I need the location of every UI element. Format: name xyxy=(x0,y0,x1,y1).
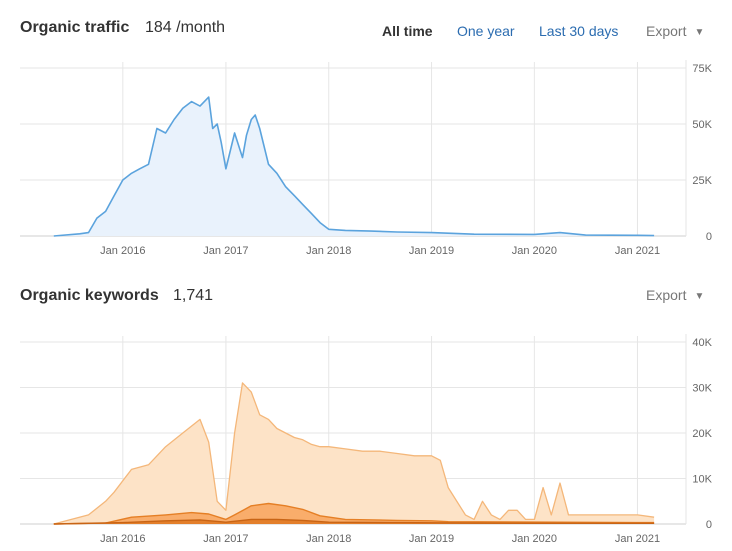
range-all-time[interactable]: All time xyxy=(382,23,433,39)
traffic-y-tick-label: 0 xyxy=(706,231,712,243)
traffic-series-0-line xyxy=(53,96,655,237)
keywords-title: Organic keywords xyxy=(20,287,159,304)
keywords-y-tick-label: 0 xyxy=(706,519,712,531)
traffic-x-tick-label: Jan 2017 xyxy=(203,245,248,257)
keywords-x-tick-label: Jan 2018 xyxy=(306,533,351,545)
traffic-series-0-area xyxy=(53,97,655,236)
keywords-y-tick-label: 40K xyxy=(692,337,712,349)
keywords-x-tick-label: Jan 2019 xyxy=(409,533,454,545)
range-one-year[interactable]: One year xyxy=(457,23,515,39)
keywords-y-tick-label: 20K xyxy=(692,428,712,440)
keywords-header: Organic keywords 1,741 Export ▼ xyxy=(0,282,732,312)
keywords-x-tick-label: Jan 2020 xyxy=(512,533,557,545)
chevron-down-icon: ▼ xyxy=(694,291,705,302)
keywords-export-label: Export xyxy=(646,287,687,303)
traffic-x-tick-label: Jan 2020 xyxy=(512,245,557,257)
traffic-x-tick-label: Jan 2016 xyxy=(100,245,145,257)
keywords-chart: 40K 30K 20K 10K 0 Jan 2016 Jan 2017 Jan 2018 Jan… xyxy=(20,334,713,545)
keywords-x-tick-label: Jan 2017 xyxy=(203,533,248,545)
traffic-title: Organic traffic xyxy=(20,19,130,36)
keywords-export-button[interactable]: Export ▼ xyxy=(646,287,704,303)
keywords-x-tick-label: Jan 2016 xyxy=(100,533,145,545)
traffic-export-button[interactable]: Export ▼ xyxy=(646,23,704,39)
range-last-30-days[interactable]: Last 30 days xyxy=(539,23,619,39)
traffic-export-label: Export xyxy=(646,23,687,39)
traffic-chart: 75K 50K 25K 0 Jan 2016 Jan 2017 Jan 2018 Jan 20… xyxy=(20,60,713,257)
traffic-y-tick-label: 50K xyxy=(692,119,712,131)
keywords-x-tick-label: Jan 2021 xyxy=(615,533,660,545)
traffic-x-tick-label: Jan 2019 xyxy=(409,245,454,257)
traffic-header: Organic traffic 184 /month All time One … xyxy=(0,16,732,46)
keywords-y-tick-label: 30K xyxy=(692,383,712,395)
keywords-series-2-line xyxy=(53,518,655,525)
keywords-series-0-area xyxy=(53,382,655,524)
keywords-series-1-area xyxy=(53,503,655,524)
keywords-value: 1,741 xyxy=(173,287,214,304)
traffic-x-tick-label: Jan 2018 xyxy=(306,245,351,257)
keywords-series-0-line xyxy=(53,382,655,525)
traffic-value: 184 /month xyxy=(145,19,226,36)
traffic-y-tick-label: 75K xyxy=(692,63,712,75)
keywords-series-1-line xyxy=(53,502,655,525)
traffic-x-tick-label: Jan 2021 xyxy=(615,245,660,257)
traffic-y-tick-label: 25K xyxy=(692,175,712,187)
chevron-down-icon: ▼ xyxy=(694,27,705,38)
keywords-y-tick-label: 10K xyxy=(692,474,712,486)
